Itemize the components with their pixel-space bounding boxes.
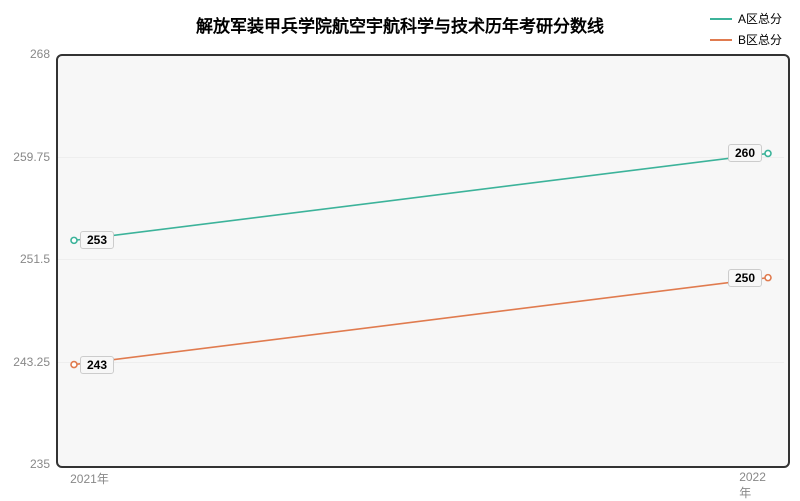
data-label: 253 [80, 231, 114, 249]
data-label: 243 [80, 356, 114, 374]
series-line [74, 153, 768, 240]
chart-container: 解放军装甲兵学院航空宇航科学与技术历年考研分数线 A区总分 B区总分 23524… [0, 0, 800, 500]
series-line [74, 278, 768, 365]
data-label: 250 [728, 269, 762, 287]
data-point [765, 150, 771, 156]
data-label: 260 [728, 144, 762, 162]
data-point [71, 362, 77, 368]
data-point [765, 275, 771, 281]
line-layer [0, 0, 800, 500]
data-point [71, 237, 77, 243]
